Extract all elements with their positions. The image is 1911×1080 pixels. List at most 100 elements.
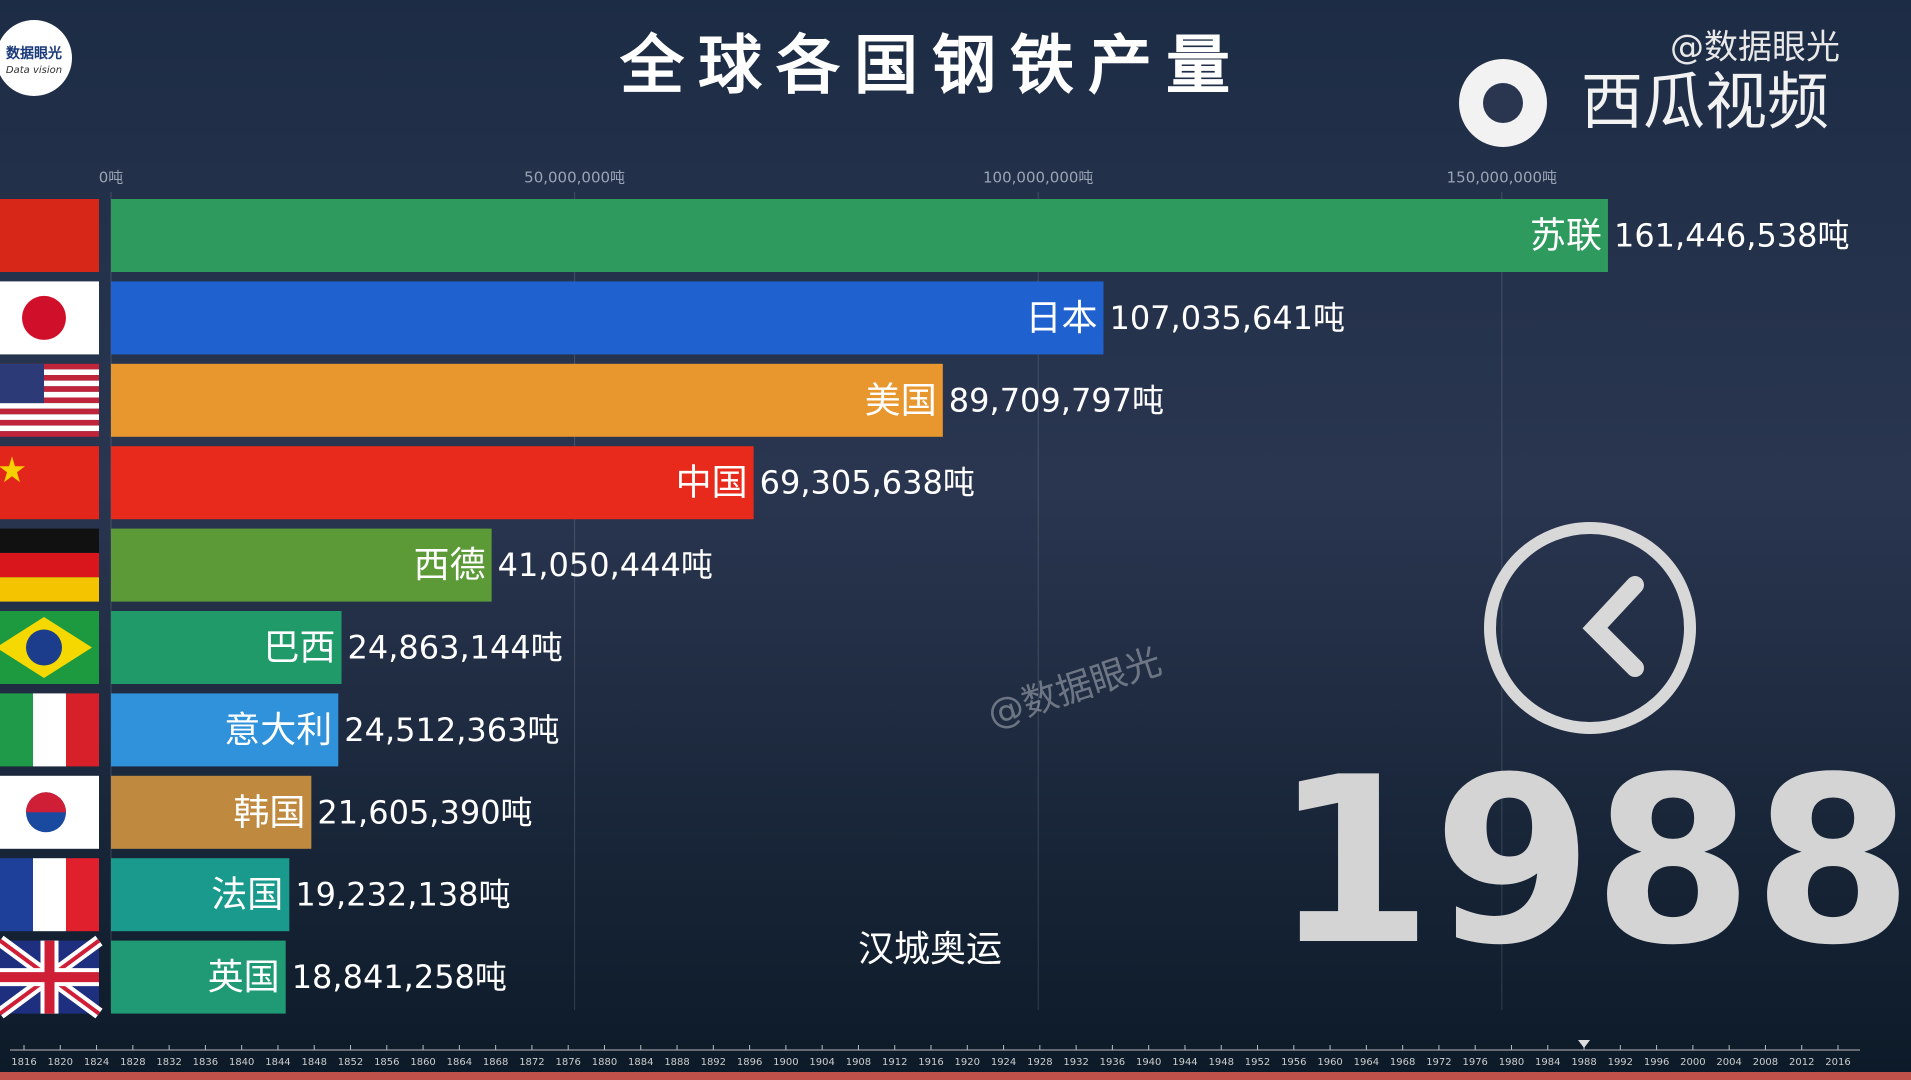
category-label: 日本	[1025, 298, 1097, 339]
value-label: 107,035,641吨	[1109, 299, 1345, 337]
timeline-label: 1992	[1608, 1057, 1633, 1068]
bar	[111, 693, 339, 767]
flag-canton	[0, 363, 44, 404]
flag-star	[0, 456, 25, 483]
flag-stripe	[0, 577, 99, 602]
timeline-label: 1912	[882, 1057, 907, 1068]
timeline-label: 1848	[302, 1057, 327, 1068]
timeline-label: 2008	[1753, 1057, 1778, 1068]
category-label: 西德	[414, 545, 486, 586]
timeline-label: 1896	[737, 1057, 762, 1068]
timeline-label: 1860	[410, 1057, 435, 1068]
flag-icon	[0, 775, 99, 849]
timeline-label: 1976	[1462, 1057, 1487, 1068]
timeline-label: 1876	[555, 1057, 580, 1068]
timeline-label: 1936	[1100, 1057, 1125, 1068]
bar	[111, 281, 1104, 355]
flag-stripe	[0, 693, 33, 767]
flag	[0, 199, 99, 272]
timeline-label: 1952	[1245, 1057, 1270, 1068]
flag-icon	[0, 281, 99, 355]
flag-stripe	[33, 693, 66, 767]
timeline-label: 1972	[1426, 1057, 1451, 1068]
flag-stripe	[0, 403, 99, 409]
flag-icon	[0, 935, 103, 1019]
flag-stripe	[0, 397, 99, 404]
bar	[111, 446, 754, 520]
flag-taeguk-top	[26, 792, 66, 813]
timeline-label: 1984	[1535, 1057, 1560, 1068]
flag-icon	[0, 199, 99, 272]
flag	[0, 446, 99, 520]
timeline-label: 1884	[628, 1057, 653, 1068]
category-label: 法国	[211, 875, 283, 916]
flag-cross-red	[0, 940, 99, 1014]
x-tick-label: 100,000,000吨	[983, 169, 1093, 187]
flag-stripe	[0, 375, 99, 381]
flag-icon	[0, 528, 99, 602]
logo	[0, 20, 72, 96]
timeline-label: 1916	[918, 1057, 943, 1068]
timeline-label: 1924	[991, 1057, 1016, 1068]
flag-stripe	[66, 858, 99, 932]
timeline-label: 1900	[773, 1057, 798, 1068]
timeline-label: 1840	[229, 1057, 254, 1068]
timeline-label: 2004	[1716, 1057, 1741, 1068]
timeline-label: 1888	[664, 1057, 689, 1068]
bar	[111, 775, 312, 849]
flag-stripe	[0, 414, 99, 420]
category-label: 美国	[865, 380, 937, 421]
value-label: 69,305,638吨	[760, 464, 975, 502]
flag-icon	[0, 363, 99, 437]
flag-stripe	[0, 380, 99, 387]
value-label: 24,512,363吨	[344, 711, 559, 749]
x-tick-label: 50,000,000吨	[524, 169, 625, 187]
x-tick-label: 0吨	[99, 169, 124, 187]
timeline-label: 1948	[1209, 1057, 1234, 1068]
category-label: 英国	[208, 957, 280, 998]
flag-stripe	[0, 408, 99, 415]
category-label: 意大利	[224, 710, 332, 751]
timeline-label: 1816	[11, 1057, 36, 1068]
timeline-label: 1856	[374, 1057, 399, 1068]
bar	[111, 199, 1608, 272]
flag-globe	[26, 629, 62, 666]
timeline-label: 1832	[156, 1057, 181, 1068]
timeline-label: 1944	[1172, 1057, 1197, 1068]
category-label: 苏联	[1530, 216, 1602, 257]
timeline-label: 1868	[483, 1057, 508, 1068]
timeline-label: 1996	[1644, 1057, 1669, 1068]
value-label: 89,709,797吨	[949, 381, 1164, 419]
flag-icon	[0, 693, 99, 767]
value-label: 161,446,538吨	[1614, 217, 1850, 255]
logo-text: 数据眼光	[6, 45, 62, 62]
bar	[111, 858, 290, 932]
flag-stripe	[0, 431, 99, 437]
timeline-label: 1864	[447, 1057, 472, 1068]
flag-stripe	[0, 425, 99, 432]
value-label: 41,050,444吨	[498, 546, 713, 584]
timeline-label: 1956	[1281, 1057, 1306, 1068]
flag-stripe	[33, 858, 66, 932]
timeline-label: 1920	[955, 1057, 980, 1068]
timeline-label: 1828	[120, 1057, 145, 1068]
flag-icon	[0, 446, 99, 520]
category-label: 巴西	[264, 628, 336, 669]
platform-name: 西瓜视频	[1581, 65, 1829, 138]
bar	[111, 940, 286, 1014]
timeline-label: 1824	[84, 1057, 109, 1068]
timeline-label: 2000	[1680, 1057, 1705, 1068]
flag-stripe	[0, 369, 99, 376]
timeline-label: 1980	[1499, 1057, 1524, 1068]
clock-icon	[1484, 522, 1696, 734]
timeline-label: 1880	[592, 1057, 617, 1068]
chart-title: 全球各国钢铁产量	[619, 30, 1244, 104]
timeline-label: 1940	[1136, 1057, 1161, 1068]
flag-stripe	[66, 693, 99, 767]
timeline-label: 1960	[1317, 1057, 1342, 1068]
timeline-label: 1852	[338, 1057, 363, 1068]
timeline-label: 1928	[1027, 1057, 1052, 1068]
